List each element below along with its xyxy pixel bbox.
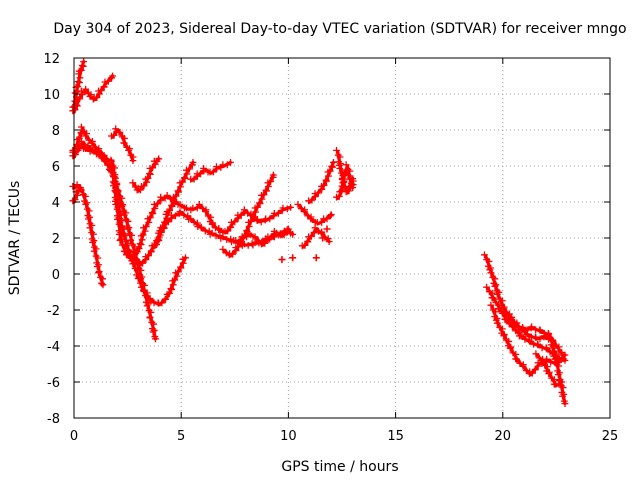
data-trace [123,195,293,258]
grid-layer [74,58,610,418]
y-axis-label: SDTVAR / TECUs [7,181,23,296]
data-point-markers [294,201,335,226]
series-arc-o [294,201,335,226]
y-tick-label: 10 [43,88,60,103]
x-tick-label: 0 [70,429,78,444]
y-tick-label: -6 [47,376,60,391]
data-point-markers [69,181,107,289]
series-arc-p [305,159,337,205]
data-point-markers [150,159,197,250]
y-tick-label: -8 [47,412,60,427]
series-arc-top-b [69,72,116,115]
series-arc-h [107,125,137,164]
y-tick-label: -4 [47,340,60,355]
data-point-markers [298,224,333,250]
series-arc-n [232,226,297,248]
data-point-markers [232,226,297,248]
series-arc-j [120,192,294,259]
y-tick-label: 2 [52,232,60,247]
series-arc-k [150,159,197,250]
series-arc-v [487,301,569,377]
series-arc-l [187,159,234,183]
x-tick-label: 10 [280,429,297,444]
data-point-markers [129,155,163,194]
data-point-markers [502,309,569,407]
data-point-markers [120,192,294,259]
series-arc-i [129,155,163,194]
series-arc-dots [278,225,331,264]
y-tick-label: -2 [47,304,60,319]
series-arc-x [532,350,566,388]
data-point-markers [333,161,357,201]
y-tick-label: 8 [52,124,60,139]
data-point-markers [187,159,234,183]
series-arc-u [483,283,569,364]
series-arc-g [69,184,84,205]
data-point-markers [278,225,331,264]
series-arc-q [298,224,333,250]
x-tick-label: 5 [177,429,185,444]
data-point-markers [305,159,337,205]
x-tick-label: 20 [495,429,512,444]
data-point-markers [69,184,84,205]
x-axis-label: GPS time / hours [281,459,398,475]
y-tick-label: 4 [52,196,60,211]
tick-layer: 0 5 10 15 20 25 -8 -6 -4 -2 0 2 4 6 8 10 12 [43,52,618,444]
data-point-markers [107,125,137,164]
x-tick-label: 15 [387,429,404,444]
x-tick-label: 25 [602,429,619,444]
data-point-markers [532,350,566,388]
y-tick-label: 12 [43,52,60,67]
data-trace [153,160,195,249]
y-tick-label: 6 [52,160,60,175]
series-arc-s [333,161,357,201]
series-arc-f [69,181,107,289]
data-point-markers [69,72,116,115]
series-layer [69,58,569,407]
series-arc-w [502,309,569,407]
data-trace [190,160,233,182]
y-tick-label: 0 [52,268,60,283]
chart-title: Day 304 of 2023, Sidereal Day-to-day VTE… [53,21,626,37]
